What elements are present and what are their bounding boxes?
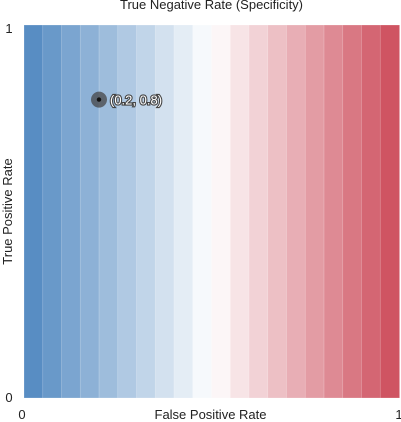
points-layer: (0.2, 0.8)	[91, 91, 163, 109]
background-bands	[23, 24, 400, 399]
x-axis-title: False Positive Rate	[155, 407, 267, 422]
background-band	[136, 24, 157, 399]
data-point-label: (0.2, 0.8)	[110, 93, 162, 108]
background-band	[42, 24, 63, 399]
background-band	[248, 24, 269, 399]
background-band	[323, 24, 344, 399]
background-band	[379, 24, 400, 399]
y-tick-label: 0	[5, 390, 12, 405]
background-band	[211, 24, 232, 399]
background-band	[304, 24, 325, 399]
chart-title: True Negative Rate (Specificity)	[120, 0, 303, 12]
y-tick-label: 1	[5, 21, 12, 36]
background-band	[79, 24, 100, 399]
background-band	[342, 24, 363, 399]
background-band	[286, 24, 307, 399]
x-tick-label: 1	[395, 407, 401, 422]
background-band	[117, 24, 138, 399]
background-band	[192, 24, 213, 399]
background-band	[361, 24, 382, 399]
data-point[interactable]	[96, 97, 102, 102]
y-axis-title: True Positive Rate	[0, 158, 15, 264]
background-band	[98, 24, 119, 399]
background-band	[61, 24, 82, 399]
x-tick-label: 0	[18, 407, 25, 422]
background-band	[229, 24, 250, 399]
background-band	[23, 24, 44, 399]
background-band	[173, 24, 194, 399]
background-band	[154, 24, 175, 399]
background-band	[267, 24, 288, 399]
